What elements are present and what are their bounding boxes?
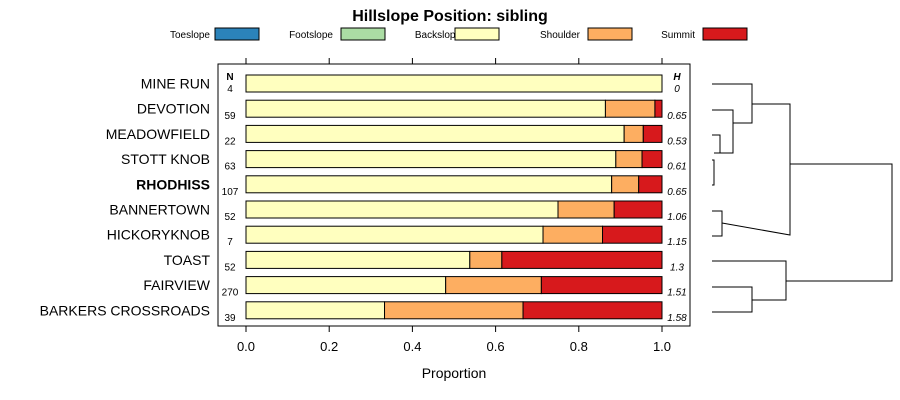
- dendrogram-branch: [712, 159, 715, 186]
- bar-segment: [540, 276, 663, 295]
- h-value: 1.51: [667, 288, 686, 299]
- bar-segment: [384, 301, 524, 320]
- bars-group: [245, 74, 663, 320]
- n-value: 4: [227, 84, 233, 95]
- h-value: 0.65: [667, 187, 687, 198]
- plot-panel: [217, 63, 691, 327]
- h-value: 0.53: [667, 136, 687, 147]
- n-value: 63: [224, 162, 236, 173]
- legend-swatch: [702, 27, 748, 41]
- category-label: DEVOTION: [137, 101, 210, 117]
- n-value: 107: [222, 187, 239, 198]
- x-tick-label: 1.0: [653, 339, 671, 354]
- category-label: BARKERS CROSSROADS: [40, 302, 210, 318]
- bar-segment: [642, 124, 663, 143]
- dendrogram-branch: [721, 103, 791, 236]
- legend-label: Summit: [661, 30, 695, 41]
- bar-segment: [501, 250, 663, 269]
- n-value: 59: [224, 111, 236, 122]
- x-tick-label: 0.6: [487, 339, 505, 354]
- dendrogram-branch: [712, 109, 734, 154]
- h-value: 0: [674, 84, 680, 95]
- category-label: TOAST: [164, 252, 211, 268]
- dendrogram-branch: [712, 286, 753, 313]
- chart-title: Hillslope Position: sibling: [352, 8, 548, 25]
- category-label: RHODHISS: [136, 176, 210, 192]
- bar-segment: [641, 150, 663, 169]
- bar-segment: [613, 200, 663, 219]
- legend: Toeslope Footslope Backslope Shoulder Summit: [170, 27, 748, 41]
- bar-segment: [623, 124, 644, 143]
- legend-label: Toeslope: [170, 30, 210, 41]
- bar-segment: [245, 74, 663, 93]
- n-value: 52: [224, 212, 236, 223]
- category-label: HICKORYKNOB: [107, 227, 210, 243]
- n-value: 52: [224, 262, 236, 273]
- dendrogram-branch: [712, 83, 753, 124]
- bar-segment: [557, 200, 615, 219]
- bar-segment: [245, 150, 617, 169]
- bar-segment: [245, 250, 471, 269]
- h-value: 1.06: [667, 212, 687, 223]
- bar-segment: [542, 225, 604, 244]
- bar-segment: [522, 301, 663, 320]
- h-value: 1.58: [667, 313, 687, 324]
- bar-segment: [245, 200, 559, 219]
- bar-segment: [611, 175, 640, 194]
- dendrogram: [712, 83, 893, 313]
- n-value: 39: [224, 313, 236, 324]
- category-label: MEADOWFIELD: [106, 126, 210, 142]
- dendrogram-branch: [712, 210, 723, 237]
- legend-swatch: [340, 27, 386, 41]
- x-axis: 0.0 0.2 0.4 0.6 0.8 1.0: [237, 58, 671, 354]
- bar-segment: [602, 225, 663, 244]
- legend-label: Shoulder: [540, 30, 581, 41]
- h-column-header: H: [673, 72, 681, 83]
- bar-segment: [245, 99, 606, 118]
- x-tick-label: 0.0: [237, 339, 255, 354]
- bar-segment: [245, 276, 447, 295]
- x-tick-label: 0.8: [570, 339, 588, 354]
- bar-segment: [604, 99, 656, 118]
- category-label: BANNERTOWN: [109, 202, 210, 218]
- bar-segment: [638, 175, 663, 194]
- n-value: 7: [227, 237, 233, 248]
- n-value: 22: [224, 136, 236, 147]
- x-axis-title: Proportion: [422, 365, 487, 381]
- bar-segment: [245, 175, 613, 194]
- bar-segment: [615, 150, 643, 169]
- h-value: 0.65: [667, 111, 687, 122]
- dendrogram-branch: [712, 134, 721, 154]
- legend-swatch: [587, 27, 633, 41]
- bar-segment: [245, 225, 544, 244]
- legend-label: Backslope: [415, 30, 462, 41]
- bar-segment: [469, 250, 503, 269]
- x-tick-label: 0.2: [320, 339, 338, 354]
- bar-segment: [245, 124, 625, 143]
- dendrogram-branch: [786, 163, 893, 282]
- category-label: MINE RUN: [141, 76, 210, 92]
- h-value: 1.15: [667, 237, 687, 248]
- category-label: FAIRVIEW: [143, 277, 210, 293]
- n-value: 270: [222, 288, 239, 299]
- legend-swatch: [214, 27, 260, 41]
- h-value: 0.61: [667, 162, 686, 173]
- category-label: STOTT KNOB: [121, 151, 210, 167]
- x-tick-label: 0.4: [403, 339, 421, 354]
- row-labels: MINE RUN 4 0 DEVOTION 59 0.65 MEADOWFIELD 22 0.5…: [40, 76, 688, 324]
- bar-segment: [245, 301, 386, 320]
- bar-segment: [445, 276, 542, 295]
- h-value: 1.3: [670, 262, 684, 273]
- dendrogram-branch: [712, 260, 787, 301]
- bar-segment: [654, 99, 663, 118]
- legend-label: Footslope: [289, 30, 333, 41]
- legend-swatch: [454, 27, 500, 41]
- n-column-header: N: [226, 72, 233, 83]
